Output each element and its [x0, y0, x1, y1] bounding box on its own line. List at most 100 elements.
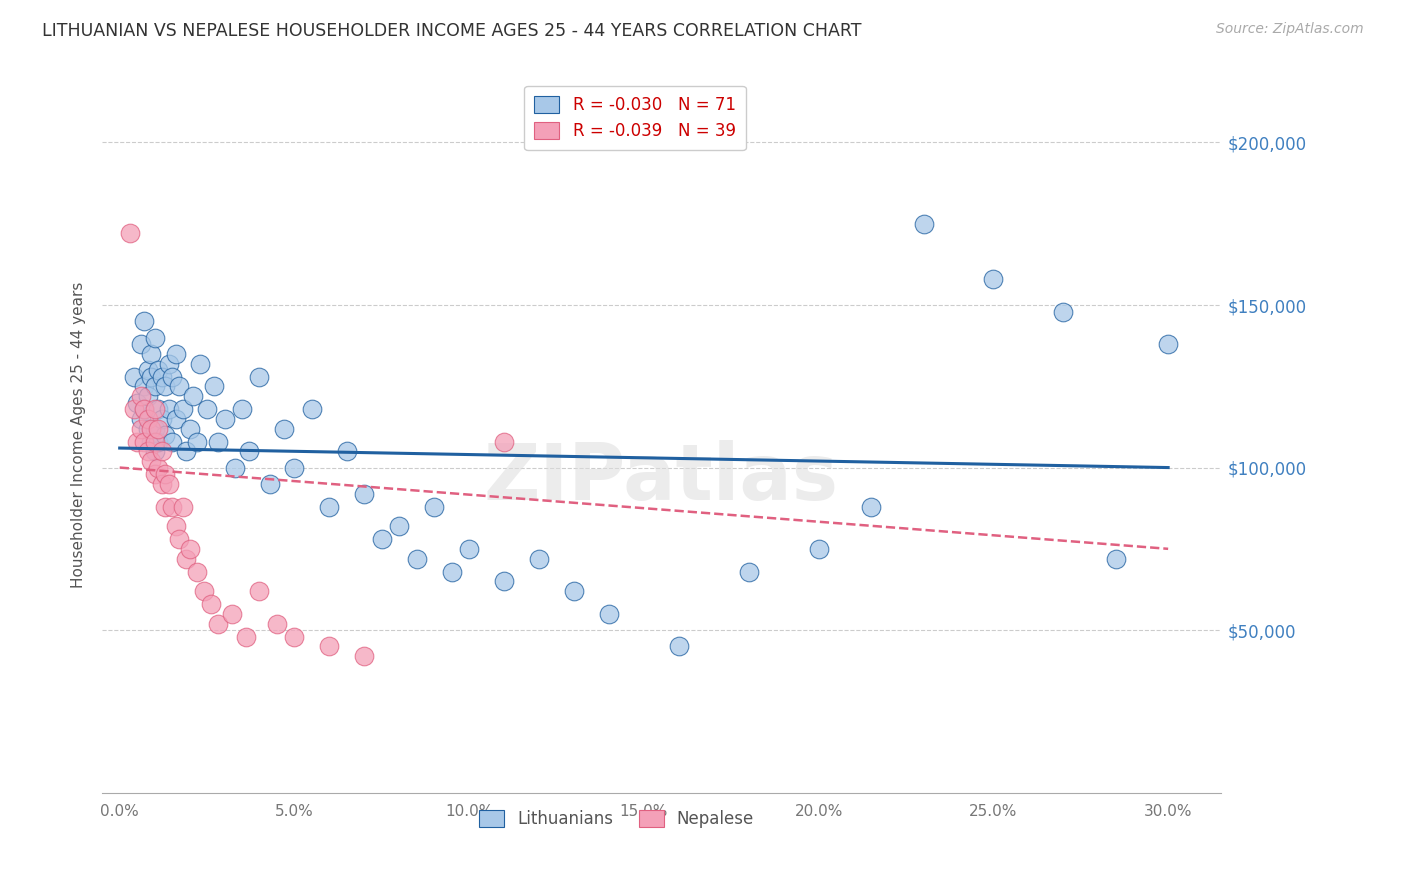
Text: LITHUANIAN VS NEPALESE HOUSEHOLDER INCOME AGES 25 - 44 YEARS CORRELATION CHART: LITHUANIAN VS NEPALESE HOUSEHOLDER INCOM… — [42, 22, 862, 40]
Point — [668, 640, 690, 654]
Point — [860, 500, 883, 514]
Point — [129, 337, 152, 351]
Point — [174, 444, 197, 458]
Point — [136, 421, 159, 435]
Point — [318, 500, 340, 514]
Point — [143, 434, 166, 449]
Y-axis label: Householder Income Ages 25 - 44 years: Householder Income Ages 25 - 44 years — [72, 282, 86, 588]
Point — [336, 444, 359, 458]
Text: ZIPatlas: ZIPatlas — [484, 440, 839, 516]
Point — [283, 460, 305, 475]
Point — [127, 434, 149, 449]
Point — [139, 454, 162, 468]
Point — [186, 434, 208, 449]
Point — [458, 541, 481, 556]
Point — [122, 369, 145, 384]
Point — [134, 314, 156, 328]
Point — [1052, 304, 1074, 318]
Point — [153, 467, 176, 481]
Point — [157, 402, 180, 417]
Point — [207, 434, 229, 449]
Point — [738, 565, 761, 579]
Point — [160, 369, 183, 384]
Point — [195, 402, 218, 417]
Point — [494, 434, 516, 449]
Point — [235, 630, 257, 644]
Point — [807, 541, 830, 556]
Point — [134, 379, 156, 393]
Point — [172, 500, 194, 514]
Point — [143, 330, 166, 344]
Point — [405, 551, 427, 566]
Point — [134, 434, 156, 449]
Point — [266, 616, 288, 631]
Point — [165, 519, 187, 533]
Point — [129, 389, 152, 403]
Point — [134, 402, 156, 417]
Point — [160, 500, 183, 514]
Point — [207, 616, 229, 631]
Point — [139, 369, 162, 384]
Point — [188, 357, 211, 371]
Point — [214, 411, 236, 425]
Point — [193, 584, 215, 599]
Point — [150, 476, 173, 491]
Point — [562, 584, 585, 599]
Point — [157, 357, 180, 371]
Point — [143, 402, 166, 417]
Point — [179, 541, 201, 556]
Point — [146, 460, 169, 475]
Point — [146, 421, 169, 435]
Point — [388, 519, 411, 533]
Point — [598, 607, 620, 621]
Point — [146, 363, 169, 377]
Point — [136, 389, 159, 403]
Point — [167, 532, 190, 546]
Point — [139, 434, 162, 449]
Point — [179, 421, 201, 435]
Point — [153, 379, 176, 393]
Point — [200, 597, 222, 611]
Point — [167, 379, 190, 393]
Point — [136, 444, 159, 458]
Point — [249, 584, 271, 599]
Point — [174, 551, 197, 566]
Point — [122, 402, 145, 417]
Point — [186, 565, 208, 579]
Point — [172, 402, 194, 417]
Point — [120, 227, 142, 241]
Point — [249, 369, 271, 384]
Point — [134, 402, 156, 417]
Point — [143, 421, 166, 435]
Point — [139, 347, 162, 361]
Point — [983, 272, 1005, 286]
Point — [912, 217, 935, 231]
Point — [146, 402, 169, 417]
Point — [224, 460, 246, 475]
Point — [136, 411, 159, 425]
Point — [238, 444, 260, 458]
Point — [423, 500, 446, 514]
Point — [283, 630, 305, 644]
Point — [129, 411, 152, 425]
Point — [143, 444, 166, 458]
Point — [221, 607, 243, 621]
Point — [165, 347, 187, 361]
Point — [1105, 551, 1128, 566]
Text: Source: ZipAtlas.com: Source: ZipAtlas.com — [1216, 22, 1364, 37]
Point — [153, 500, 176, 514]
Point — [353, 486, 375, 500]
Point — [136, 363, 159, 377]
Point — [146, 434, 169, 449]
Point — [153, 428, 176, 442]
Point — [231, 402, 253, 417]
Point — [143, 379, 166, 393]
Point — [129, 421, 152, 435]
Point — [127, 395, 149, 409]
Point — [139, 421, 162, 435]
Point — [527, 551, 550, 566]
Point — [494, 574, 516, 589]
Point — [150, 411, 173, 425]
Point — [371, 532, 394, 546]
Point — [157, 476, 180, 491]
